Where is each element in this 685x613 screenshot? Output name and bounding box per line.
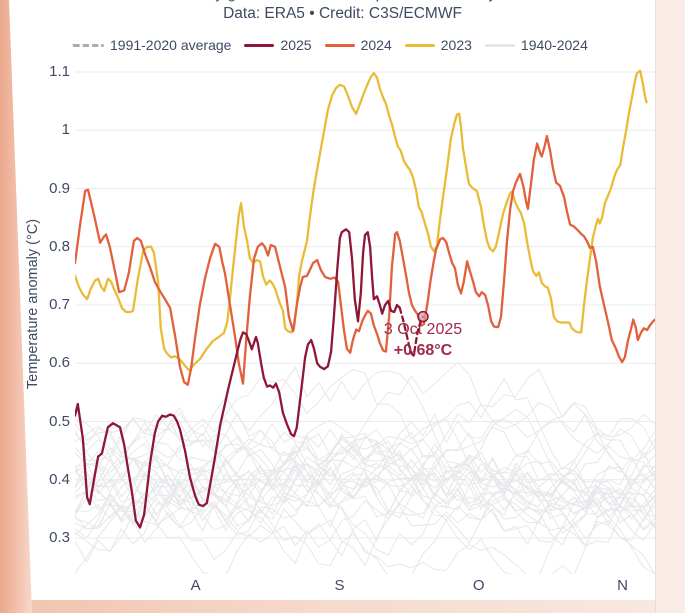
ensemble-line-1940-2024 bbox=[75, 413, 656, 508]
x-tick-label-A: A bbox=[190, 577, 201, 594]
legend-item-1940-2024[interactable]: 1940-2024 bbox=[484, 37, 588, 53]
ensemble-line-1940-2024 bbox=[75, 473, 656, 574]
series-line-2025-provisional bbox=[398, 306, 425, 357]
legend-item-2025[interactable]: 2025 bbox=[244, 37, 312, 53]
line-swatch-2025-icon bbox=[244, 43, 275, 47]
legend-item-2023[interactable]: 2023 bbox=[404, 37, 472, 53]
ensemble-line-1940-2024 bbox=[75, 430, 656, 540]
ensemble-line-1940-2024 bbox=[75, 361, 656, 536]
series-line-2025 bbox=[75, 228, 401, 529]
x-tick-label-O: O bbox=[472, 577, 485, 594]
dashed-line-swatch-icon bbox=[72, 43, 104, 47]
y-tick-label-0.5: 0.5 bbox=[49, 412, 70, 430]
y-tick-label-1: 1 bbox=[61, 121, 70, 139]
latest-point-marker[interactable] bbox=[417, 310, 429, 323]
series-line-2023 bbox=[75, 69, 648, 372]
page-background-right-strip bbox=[655, 0, 685, 613]
y-tick-label-0.6: 0.6 bbox=[49, 354, 70, 372]
y-tick-label-0.3: 0.3 bbox=[49, 529, 70, 546]
ensemble-line-1940-2024 bbox=[75, 433, 656, 552]
y-tick-label-0.7: 0.7 bbox=[49, 296, 70, 313]
ensemble-line-1940-2024 bbox=[75, 442, 656, 574]
page-title-clipped: Daily global surface air temperature ano… bbox=[0, 0, 685, 3]
y-tick-label-0.4: 0.4 bbox=[49, 470, 70, 488]
chart-subtitle: Data: ERA5 • Credit: C3S/ECMWF bbox=[223, 5, 462, 22]
ensemble-line-1940-2024 bbox=[75, 421, 656, 535]
ensemble-line-1940-2024 bbox=[75, 423, 656, 546]
y-tick-label-0.8: 0.8 bbox=[49, 237, 70, 255]
page-background-bottom-strip bbox=[0, 600, 685, 613]
legend: 1991-2020 average 2025 2024 2023 1940-20… bbox=[72, 37, 588, 53]
legend-item-2024[interactable]: 2024 bbox=[324, 37, 392, 53]
series-line-2024 bbox=[75, 134, 656, 386]
ensemble-line-1940-2024 bbox=[75, 408, 656, 574]
ensemble-line-1940-2024 bbox=[75, 450, 656, 523]
line-swatch-2024-icon bbox=[324, 43, 355, 47]
ensemble-line-1940-2024 bbox=[75, 463, 656, 544]
line-swatch-2023-icon bbox=[404, 43, 435, 47]
x-tick-label-N: N bbox=[617, 577, 628, 594]
y-tick-label-0.9: 0.9 bbox=[49, 179, 70, 197]
ensemble-line-1940-2024 bbox=[75, 454, 656, 524]
ensemble-line-1940-2024 bbox=[75, 431, 656, 574]
ensemble-line-1940-2024 bbox=[75, 496, 656, 574]
plot-area[interactable] bbox=[75, 66, 656, 574]
legend-item-1991-2020-average[interactable]: 1991-2020 average bbox=[72, 37, 231, 53]
ensemble-line-1940-2024 bbox=[75, 368, 656, 574]
line-swatch-1940-2024-icon bbox=[484, 43, 515, 47]
ensemble-line-1940-2024 bbox=[75, 412, 656, 529]
ensemble-line-1940-2024 bbox=[75, 433, 656, 561]
y-tick-label-1.1: 1.1 bbox=[49, 63, 70, 80]
ensemble-line-1940-2024 bbox=[75, 431, 656, 531]
ensemble-line-1940-2024 bbox=[75, 418, 656, 520]
x-tick-label-S: S bbox=[334, 577, 345, 594]
